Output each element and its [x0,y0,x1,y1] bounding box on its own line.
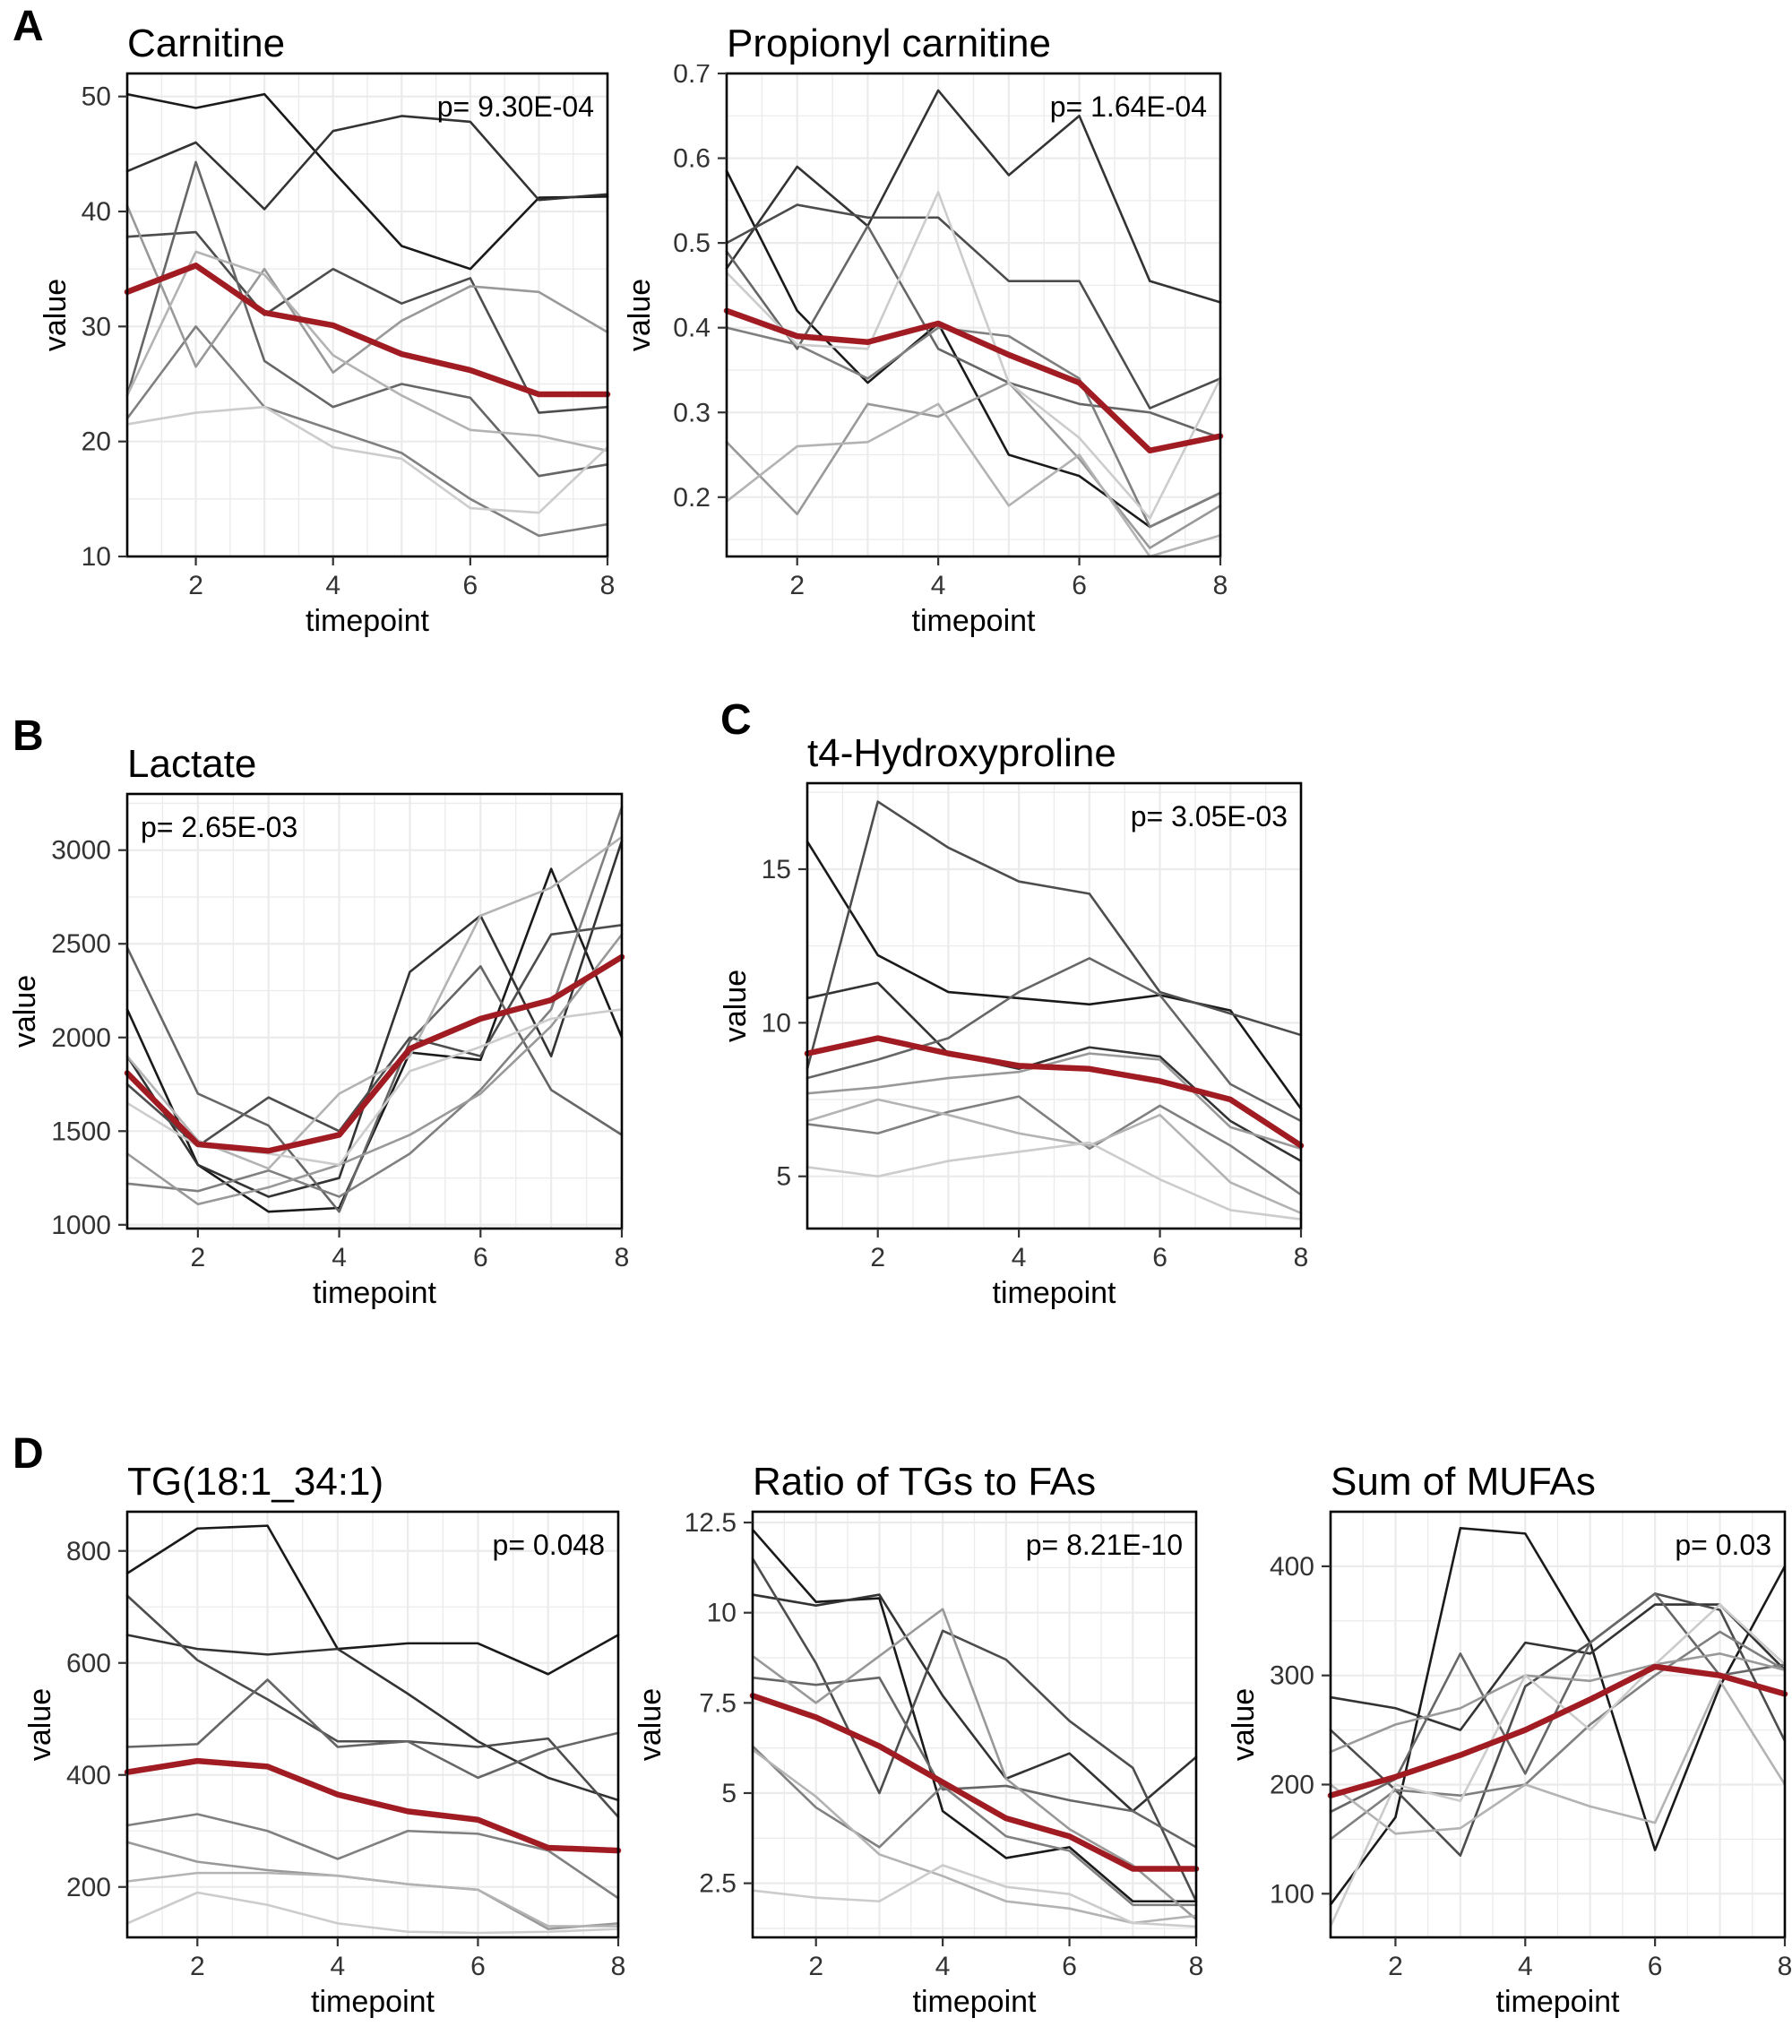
svg-text:2500: 2500 [51,929,111,959]
svg-text:10: 10 [762,1008,791,1038]
svg-text:6: 6 [473,1243,488,1272]
svg-text:p= 1.64E-04: p= 1.64E-04 [1050,91,1207,123]
svg-text:p= 8.21E-10: p= 8.21E-10 [1026,1529,1183,1561]
svg-text:8: 8 [600,571,616,600]
svg-text:10: 10 [707,1599,737,1628]
svg-text:20: 20 [82,427,111,457]
svg-text:p= 0.03: p= 0.03 [1675,1529,1771,1561]
svg-text:value: value [12,975,42,1048]
svg-text:200: 200 [66,1873,111,1902]
svg-text:4: 4 [1012,1243,1027,1272]
svg-text:15: 15 [762,855,791,884]
svg-text:8: 8 [1189,1952,1204,1981]
svg-text:4: 4 [331,1952,346,1981]
svg-text:2: 2 [808,1952,823,1981]
svg-text:2: 2 [1388,1952,1403,1981]
svg-text:8: 8 [1294,1243,1309,1272]
svg-text:2: 2 [870,1243,885,1272]
svg-text:2.5: 2.5 [699,1869,737,1899]
svg-text:7.5: 7.5 [699,1688,737,1718]
svg-text:8: 8 [1213,571,1228,600]
svg-text:0.6: 0.6 [673,144,711,174]
svg-text:4: 4 [325,571,340,600]
svg-text:4: 4 [931,571,946,600]
svg-text:6: 6 [1152,1243,1167,1272]
svg-text:1000: 1000 [51,1211,111,1240]
svg-text:0.2: 0.2 [673,483,711,513]
svg-text:6: 6 [470,1952,486,1981]
svg-text:6: 6 [1072,571,1087,600]
svg-text:3000: 3000 [51,836,111,866]
svg-text:6: 6 [1648,1952,1663,1981]
svg-text:2000: 2000 [51,1023,111,1053]
svg-text:12.5: 12.5 [685,1508,737,1538]
svg-text:value: value [637,1688,668,1761]
svg-text:5: 5 [776,1162,791,1192]
svg-text:800: 800 [66,1537,111,1566]
svg-text:4: 4 [332,1243,347,1272]
svg-text:p= 3.05E-03: p= 3.05E-03 [1131,800,1288,832]
svg-text:2: 2 [191,1243,206,1272]
svg-text:400: 400 [66,1761,111,1790]
svg-text:6: 6 [463,571,478,600]
svg-text:5: 5 [721,1779,737,1808]
svg-text:0.3: 0.3 [673,398,711,427]
svg-text:6: 6 [1062,1952,1077,1981]
svg-text:400: 400 [1270,1552,1314,1582]
svg-text:10: 10 [82,542,111,572]
svg-text:p= 2.65E-03: p= 2.65E-03 [141,811,297,843]
svg-text:4: 4 [1518,1952,1533,1981]
svg-text:600: 600 [66,1649,111,1678]
svg-text:0.4: 0.4 [673,314,711,343]
svg-text:1500: 1500 [51,1117,111,1146]
svg-text:timepoint: timepoint [311,1985,435,2019]
svg-text:value: value [27,1688,57,1761]
svg-text:2: 2 [190,1952,205,1981]
svg-text:4: 4 [935,1952,951,1981]
svg-text:8: 8 [615,1243,630,1272]
svg-text:timepoint: timepoint [1496,1985,1621,2019]
svg-text:8: 8 [1778,1952,1792,1981]
svg-text:300: 300 [1270,1661,1314,1691]
svg-text:0.5: 0.5 [673,229,711,258]
svg-text:8: 8 [611,1952,626,1981]
svg-text:2: 2 [188,571,203,600]
svg-text:200: 200 [1270,1770,1314,1799]
svg-text:p= 9.30E-04: p= 9.30E-04 [437,91,594,123]
svg-text:timepoint: timepoint [306,604,430,638]
svg-text:value: value [626,279,657,351]
svg-text:value: value [1230,1688,1261,1761]
svg-text:40: 40 [82,197,111,227]
svg-text:value: value [722,970,753,1042]
svg-text:2: 2 [789,571,805,600]
svg-text:value: value [42,279,73,351]
svg-text:timepoint: timepoint [993,1276,1117,1310]
svg-text:timepoint: timepoint [913,1985,1038,2019]
svg-text:timepoint: timepoint [313,1276,437,1310]
svg-text:30: 30 [82,312,111,341]
svg-text:p= 0.048: p= 0.048 [493,1529,605,1561]
svg-text:0.7: 0.7 [673,65,711,89]
svg-text:timepoint: timepoint [912,604,1037,638]
svg-text:50: 50 [82,82,111,112]
svg-text:100: 100 [1270,1879,1314,1909]
